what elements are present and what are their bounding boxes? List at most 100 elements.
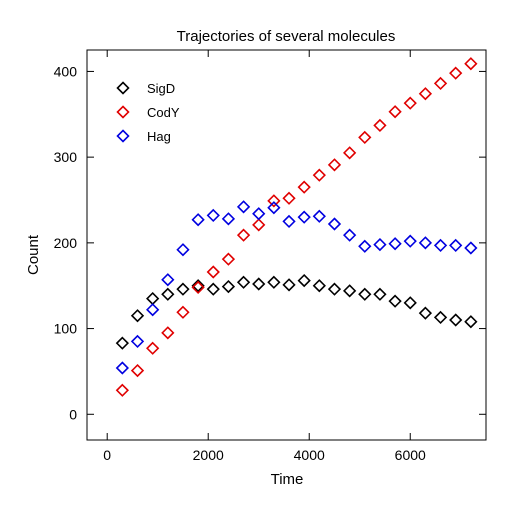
chart-title: Trajectories of several molecules xyxy=(177,28,396,45)
data-point xyxy=(449,313,463,327)
x-tick-label: 6000 xyxy=(395,447,426,463)
data-point xyxy=(115,336,129,350)
data-point xyxy=(146,303,160,317)
data-point xyxy=(282,191,296,205)
data-point xyxy=(449,238,463,253)
data-point xyxy=(115,361,129,375)
data-point xyxy=(282,278,296,292)
data-point xyxy=(464,315,478,329)
data-point xyxy=(115,383,129,397)
data-point xyxy=(312,279,326,293)
data-point xyxy=(358,239,372,253)
y-tick-label: 0 xyxy=(69,406,77,422)
data-point xyxy=(146,341,160,355)
series-cody xyxy=(115,57,478,397)
data-point xyxy=(312,168,326,182)
data-point xyxy=(312,209,326,223)
data-point xyxy=(297,210,311,224)
data-point xyxy=(130,363,145,378)
data-point xyxy=(236,200,251,214)
data-point xyxy=(464,241,478,255)
data-point xyxy=(267,275,281,289)
data-point xyxy=(327,282,342,296)
x-axis-title: Time xyxy=(271,471,304,488)
axis-ticks xyxy=(87,50,486,440)
legend-marker xyxy=(116,129,130,143)
data-point xyxy=(282,214,296,229)
data-point xyxy=(403,96,417,110)
legend-item-cody: CodY xyxy=(116,105,180,120)
data-point xyxy=(403,296,417,310)
data-point xyxy=(297,180,311,194)
data-point xyxy=(297,273,311,288)
y-tick-label: 200 xyxy=(54,235,78,251)
data-point xyxy=(221,252,236,266)
data-point xyxy=(449,66,463,80)
series-sigd xyxy=(115,273,478,350)
data-point xyxy=(358,130,372,145)
data-point xyxy=(206,208,220,223)
legend-marker xyxy=(116,81,130,95)
data-point xyxy=(373,118,387,133)
data-point xyxy=(161,326,175,340)
plot-frame xyxy=(86,49,487,441)
data-points xyxy=(115,57,478,397)
data-point xyxy=(403,234,417,248)
data-point xyxy=(418,306,433,320)
data-point xyxy=(176,243,190,257)
data-point xyxy=(388,237,402,251)
series-hag xyxy=(115,200,478,375)
data-point xyxy=(388,294,402,308)
data-point xyxy=(206,282,220,296)
data-point xyxy=(373,237,387,252)
data-point xyxy=(176,282,190,296)
data-point xyxy=(130,334,145,349)
y-axis-title: Count xyxy=(25,234,42,275)
x-tick-label: 0 xyxy=(103,447,111,463)
y-tick-label: 300 xyxy=(54,149,78,165)
x-tick-label: 2000 xyxy=(193,447,224,463)
data-point xyxy=(373,287,387,301)
axis-tick-labels: 0 2000 4000 6000 0 100 200 300 400 xyxy=(54,63,426,463)
data-point xyxy=(343,228,357,242)
data-point xyxy=(464,57,478,71)
legend-label: CodY xyxy=(147,105,180,120)
data-point xyxy=(252,218,266,232)
legend: SigD CodY Hag xyxy=(116,81,180,144)
data-point xyxy=(191,279,205,293)
data-point xyxy=(252,207,266,221)
legend-marker xyxy=(116,105,130,119)
data-point xyxy=(252,277,266,291)
data-point xyxy=(433,310,448,325)
data-point xyxy=(161,273,175,287)
data-point xyxy=(221,279,236,294)
data-point xyxy=(236,275,251,289)
data-point xyxy=(191,280,205,295)
data-point xyxy=(130,309,145,323)
data-point xyxy=(343,146,357,160)
data-point xyxy=(191,213,205,227)
y-tick-label: 100 xyxy=(54,321,78,337)
x-tick-label: 4000 xyxy=(294,447,325,463)
data-point xyxy=(236,228,251,242)
y-tick-label: 400 xyxy=(54,63,78,79)
data-point xyxy=(267,194,281,208)
data-point xyxy=(221,212,236,226)
data-point xyxy=(343,284,357,298)
data-point xyxy=(327,217,342,231)
data-point xyxy=(161,287,175,301)
data-point xyxy=(327,158,342,172)
legend-item-hag: Hag xyxy=(116,129,171,144)
data-point xyxy=(418,87,433,101)
data-point xyxy=(418,236,433,250)
legend-label: SigD xyxy=(147,81,175,96)
data-point xyxy=(358,287,372,301)
data-point xyxy=(433,76,448,91)
data-point xyxy=(206,265,220,279)
legend-item-sigd: SigD xyxy=(116,81,175,96)
data-point xyxy=(267,201,281,215)
data-point xyxy=(388,105,402,119)
legend-label: Hag xyxy=(147,129,171,144)
